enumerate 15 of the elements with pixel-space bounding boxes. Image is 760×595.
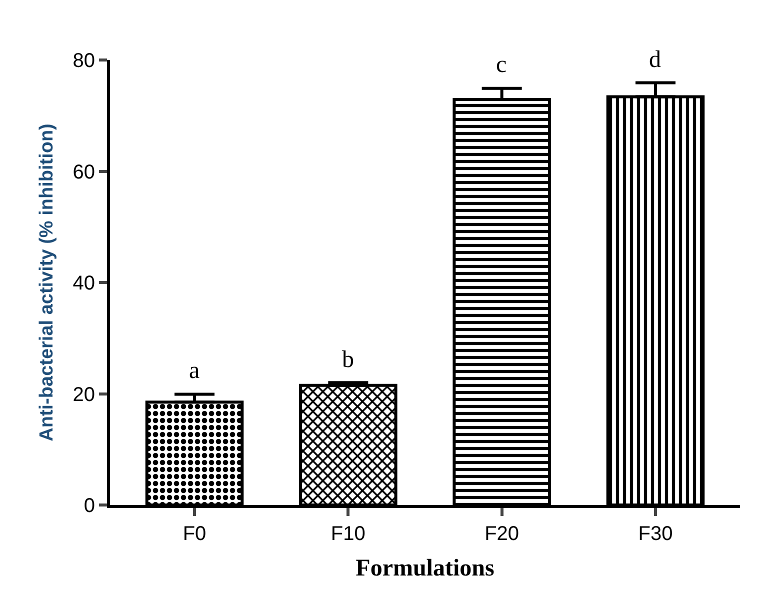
y-tick-label: 40 [72, 272, 95, 294]
x-tick-label: F0 [182, 523, 206, 545]
y-axis-title: Anti-bacterial activity (% inhibition) [36, 124, 58, 442]
x-tick-label: F10 [330, 523, 366, 545]
x-axis-title: Formulations [356, 555, 494, 582]
y-tick-label: 80 [72, 50, 95, 72]
annotation: b [342, 347, 354, 373]
y-tick-label: 20 [72, 384, 95, 406]
annotation: a [189, 358, 200, 384]
x-tick-label: F20 [484, 523, 520, 545]
annotation: d [649, 47, 661, 73]
x-tick-label: F30 [638, 523, 673, 545]
annotation: c [496, 52, 507, 78]
y-tick-label: 0 [84, 495, 95, 517]
y-tick-label: 60 [72, 161, 95, 184]
